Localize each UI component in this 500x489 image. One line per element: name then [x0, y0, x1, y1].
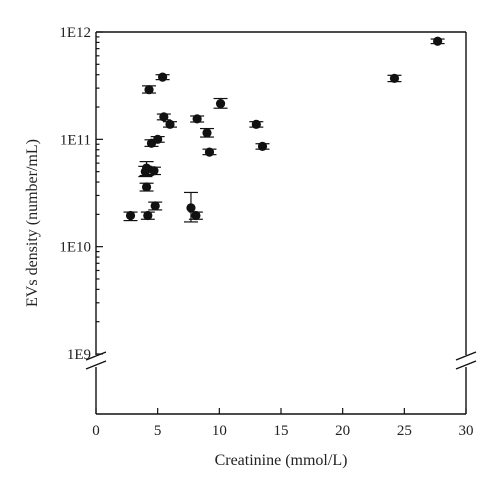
- scatter-point: [192, 114, 202, 124]
- x-tick-label: 20: [335, 423, 350, 439]
- data-point: [156, 112, 171, 122]
- scatter-point: [257, 141, 268, 151]
- scatter-point: [144, 85, 154, 95]
- scatter-point: [251, 119, 261, 129]
- scatter-point: [202, 128, 212, 138]
- scatter-point: [215, 99, 226, 109]
- x-tick-label: 30: [459, 423, 474, 439]
- data-points: [123, 36, 445, 223]
- axis-break-mark-right-upper: [455, 351, 477, 361]
- data-point: [202, 147, 217, 157]
- data-point: [140, 210, 155, 221]
- scatter-point: [141, 182, 152, 192]
- data-point: [142, 85, 157, 95]
- data-point: [387, 73, 402, 83]
- data-point: [150, 134, 165, 144]
- y-tick-label: 1E10: [59, 240, 91, 256]
- data-point: [188, 210, 203, 221]
- data-point: [255, 141, 270, 151]
- data-point: [249, 119, 264, 129]
- data-point: [148, 201, 163, 211]
- scatter-point: [125, 210, 136, 221]
- scatter-point: [153, 134, 163, 144]
- data-point: [190, 114, 205, 124]
- scatter-point: [141, 163, 152, 173]
- scatter-point: [191, 210, 201, 221]
- scatter-point: [433, 36, 443, 46]
- data-point: [183, 191, 198, 223]
- data-point: [163, 119, 177, 129]
- x-tick-label: 25: [397, 423, 412, 439]
- x-tick-label: 5: [154, 423, 162, 439]
- y-axis-title: EVs density (number/mL): [24, 139, 41, 307]
- scatter-point: [389, 73, 400, 83]
- data-point: [139, 161, 154, 177]
- scatter-point: [186, 203, 196, 213]
- data-point: [123, 210, 138, 222]
- axis-break-mark-left-lower: [85, 360, 107, 370]
- axis-break-mark-left-upper: [85, 351, 107, 361]
- axis-ticks: [95, 31, 467, 414]
- y-tick-label: 1E12: [59, 25, 91, 41]
- data-point: [430, 36, 445, 46]
- data-point: [155, 72, 170, 82]
- scatter-point: [143, 210, 153, 221]
- data-point: [213, 97, 228, 109]
- scatter-point: [150, 201, 160, 211]
- scatter-point: [165, 119, 175, 129]
- data-point: [146, 166, 161, 176]
- scatter-point: [158, 72, 168, 82]
- x-axis-title: Creatinine (mmol/L): [215, 452, 348, 469]
- y-tick-label: 1E11: [60, 132, 91, 148]
- x-tick-label: 15: [274, 423, 289, 439]
- x-tick-label: 0: [92, 423, 100, 439]
- axis-break: [85, 351, 477, 370]
- y-tick-label: 1E9: [67, 347, 91, 363]
- tick-labels: 0 5 10 15 20 25 30 1E9 1E10 1E11 1E12: [59, 25, 473, 439]
- scatter-point: [149, 166, 159, 176]
- x-tick-label: 10: [212, 423, 227, 439]
- axis-break-mark-right-lower: [455, 360, 477, 370]
- scatter-point: [159, 112, 169, 122]
- data-point: [139, 182, 154, 192]
- data-point: [200, 127, 214, 138]
- scatter-point: [204, 147, 215, 157]
